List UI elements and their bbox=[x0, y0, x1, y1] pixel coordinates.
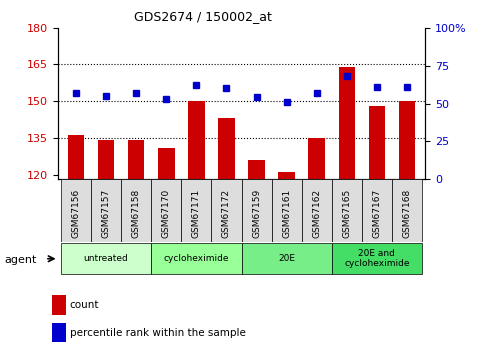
Bar bbox=[91, 179, 121, 242]
Bar bbox=[151, 243, 242, 274]
Text: GSM67162: GSM67162 bbox=[312, 189, 321, 238]
Bar bbox=[151, 179, 181, 242]
Bar bbox=[242, 179, 271, 242]
Text: agent: agent bbox=[5, 256, 37, 265]
Text: GSM67156: GSM67156 bbox=[71, 189, 81, 238]
Text: percentile rank within the sample: percentile rank within the sample bbox=[70, 328, 245, 338]
Bar bbox=[98, 140, 114, 179]
Bar bbox=[121, 179, 151, 242]
Text: GDS2674 / 150002_at: GDS2674 / 150002_at bbox=[134, 10, 272, 23]
Text: 20E: 20E bbox=[278, 254, 295, 263]
Bar bbox=[212, 179, 242, 242]
Bar bbox=[332, 179, 362, 242]
Bar bbox=[362, 179, 392, 242]
Text: count: count bbox=[70, 300, 99, 310]
Text: cycloheximide: cycloheximide bbox=[164, 254, 229, 263]
Bar bbox=[392, 179, 422, 242]
Bar bbox=[158, 148, 174, 179]
Bar bbox=[242, 243, 332, 274]
Bar bbox=[278, 172, 295, 179]
Bar bbox=[218, 118, 235, 179]
Bar bbox=[52, 295, 66, 315]
Bar bbox=[61, 179, 91, 242]
Bar bbox=[339, 67, 355, 179]
Bar bbox=[188, 101, 205, 179]
Text: untreated: untreated bbox=[84, 254, 128, 263]
Text: GSM67165: GSM67165 bbox=[342, 189, 351, 238]
Text: GSM67159: GSM67159 bbox=[252, 189, 261, 238]
Bar bbox=[61, 243, 151, 274]
Text: GSM67158: GSM67158 bbox=[132, 189, 141, 238]
Bar bbox=[398, 101, 415, 179]
Bar bbox=[271, 179, 302, 242]
Text: 20E and
cycloheximide: 20E and cycloheximide bbox=[344, 249, 410, 268]
Text: GSM67167: GSM67167 bbox=[372, 189, 382, 238]
Bar bbox=[369, 106, 385, 179]
Text: GSM67157: GSM67157 bbox=[101, 189, 111, 238]
Bar bbox=[181, 179, 212, 242]
Text: GSM67171: GSM67171 bbox=[192, 189, 201, 238]
Bar bbox=[302, 179, 332, 242]
Bar bbox=[68, 135, 85, 179]
Text: GSM67168: GSM67168 bbox=[402, 189, 412, 238]
Bar bbox=[248, 160, 265, 179]
Text: GSM67172: GSM67172 bbox=[222, 189, 231, 238]
Bar bbox=[52, 323, 66, 342]
Text: GSM67161: GSM67161 bbox=[282, 189, 291, 238]
Bar bbox=[128, 140, 144, 179]
Text: GSM67170: GSM67170 bbox=[162, 189, 171, 238]
Bar bbox=[332, 243, 422, 274]
Bar bbox=[309, 138, 325, 179]
